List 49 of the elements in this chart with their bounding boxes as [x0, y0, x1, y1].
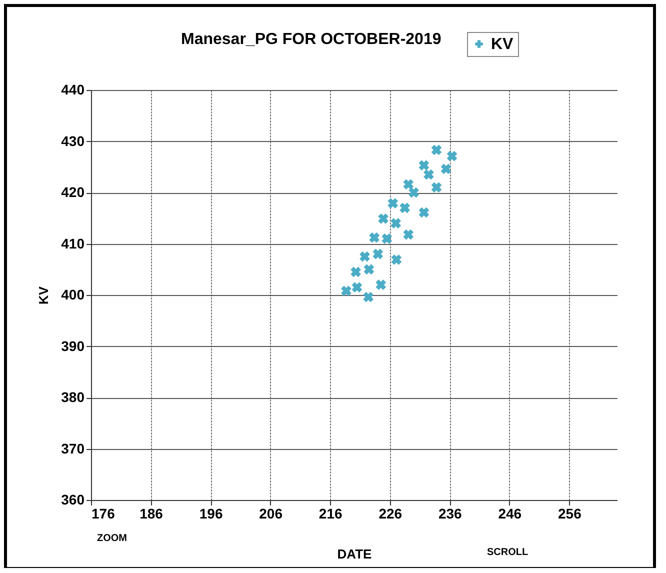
point [418, 207, 430, 218]
point [408, 187, 419, 198]
chart-title: Manesar_PG FOR OCTOBER-2019 [181, 31, 442, 48]
point [403, 179, 414, 190]
point [382, 233, 392, 244]
x-tick-label: 256 [558, 506, 582, 522]
y-tick-label: 360 [61, 492, 85, 508]
x-tick-label: 206 [259, 506, 283, 522]
y-axis-title: KV [36, 286, 52, 305]
point [378, 213, 388, 224]
point [390, 218, 402, 228]
point [341, 286, 352, 296]
point [352, 282, 362, 293]
x-tick-label: 226 [378, 506, 402, 522]
point [372, 248, 384, 260]
y-tick-label: 390 [61, 338, 85, 354]
y-tick-label: 410 [61, 235, 85, 252]
text: ZOOM [97, 533, 127, 544]
point [360, 251, 370, 262]
x-tick-label: 186 [140, 506, 164, 522]
point [403, 229, 414, 240]
y-tick-label: 370 [61, 440, 85, 456]
point [446, 150, 458, 162]
y-tick-label: 400 [61, 286, 85, 302]
x-tick-label: 246 [498, 506, 522, 522]
point [418, 160, 430, 171]
y-tick-label: 440 [61, 82, 85, 98]
point [431, 144, 442, 156]
point [369, 232, 380, 243]
legend-label: KV [491, 36, 514, 53]
point [400, 202, 410, 214]
point [388, 198, 398, 208]
point [364, 264, 374, 275]
y-tick-label: 430 [61, 132, 85, 149]
x-axis-title: DATE [337, 546, 372, 562]
y-tick-label: 380 [61, 389, 85, 405]
x-tick-label: 196 [199, 506, 223, 522]
point [431, 182, 442, 193]
point [424, 169, 434, 180]
point [440, 164, 452, 174]
point [391, 254, 402, 265]
x-tick-label: 236 [438, 506, 462, 522]
text: SCROLL [487, 547, 528, 558]
point [376, 280, 386, 290]
point [350, 266, 361, 278]
x-tick-label: 216 [318, 506, 342, 522]
point [363, 292, 374, 302]
x-tick-label: 176 [92, 506, 116, 522]
y-tick-label: 420 [61, 184, 85, 200]
